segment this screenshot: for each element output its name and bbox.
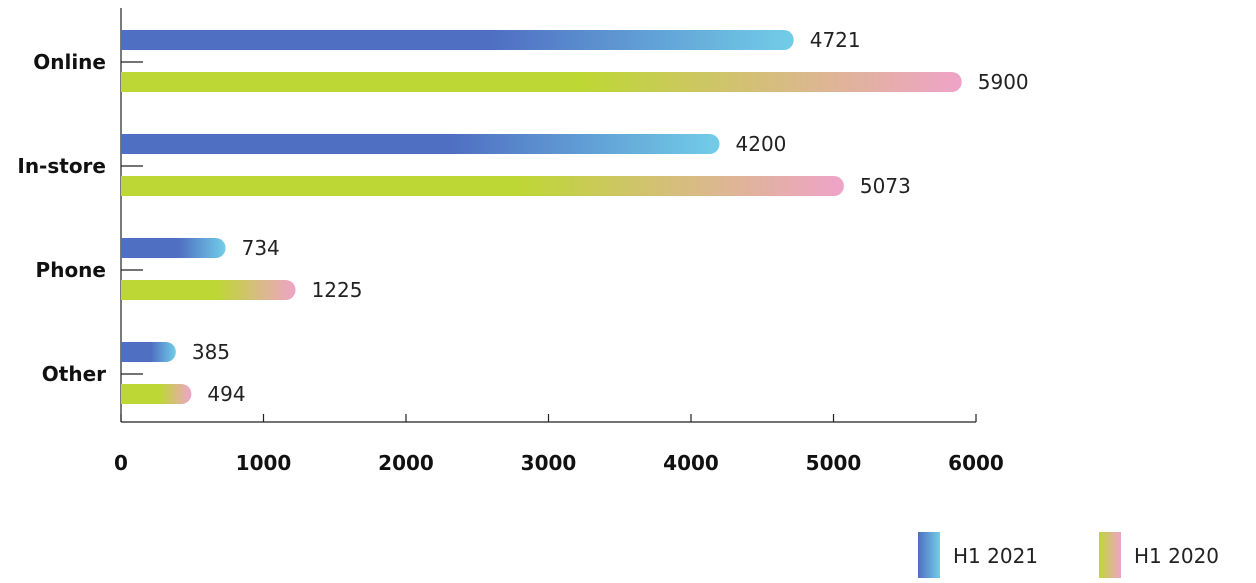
category-label: In-store — [17, 154, 106, 178]
legend-swatch — [918, 532, 940, 578]
data-label: 5900 — [978, 70, 1029, 94]
x-tick-label: 4000 — [663, 451, 719, 475]
data-label: 4721 — [810, 28, 861, 52]
data-label: 1225 — [312, 278, 363, 302]
data-label: 734 — [242, 236, 280, 260]
bar-h1-2020 — [121, 72, 962, 92]
bar-h1-2020 — [121, 176, 844, 196]
legend: H1 2021 H1 2020 — [918, 532, 1219, 578]
category-label: Phone — [36, 258, 106, 282]
category-label: Other — [42, 362, 106, 386]
x-tick-label: 2000 — [378, 451, 434, 475]
x-tick-label: 5000 — [806, 451, 862, 475]
legend-swatch — [1099, 532, 1121, 578]
legend-label: H1 2021 — [953, 544, 1038, 568]
bar-h1-2021 — [121, 342, 176, 362]
bar-h1-2020 — [121, 280, 296, 300]
bar-h1-2021 — [121, 238, 226, 258]
data-label: 5073 — [860, 174, 911, 198]
x-tick-label: 6000 — [948, 451, 1004, 475]
bar-h1-2021 — [121, 30, 794, 50]
category-label: Online — [33, 50, 106, 74]
labels: 4721 4200 734 385 5900 5073 1225 494 — [192, 28, 1029, 406]
legend-item: H1 2020 — [1099, 532, 1219, 578]
legend-item: H1 2021 — [918, 532, 1038, 578]
x-tick-label: 3000 — [521, 451, 577, 475]
legend-label: H1 2020 — [1134, 544, 1219, 568]
bar-h1-2020 — [121, 384, 192, 404]
x-tick-label: 0 — [114, 451, 128, 475]
x-tick-label: 1000 — [236, 451, 292, 475]
data-label: 385 — [192, 340, 230, 364]
axes: 0 1000 2000 3000 4000 5000 6000 Online In-store P… — [17, 8, 1004, 475]
bars — [121, 30, 962, 404]
data-label: 4200 — [736, 132, 787, 156]
data-label: 494 — [207, 382, 245, 406]
bar-h1-2021 — [121, 134, 720, 154]
